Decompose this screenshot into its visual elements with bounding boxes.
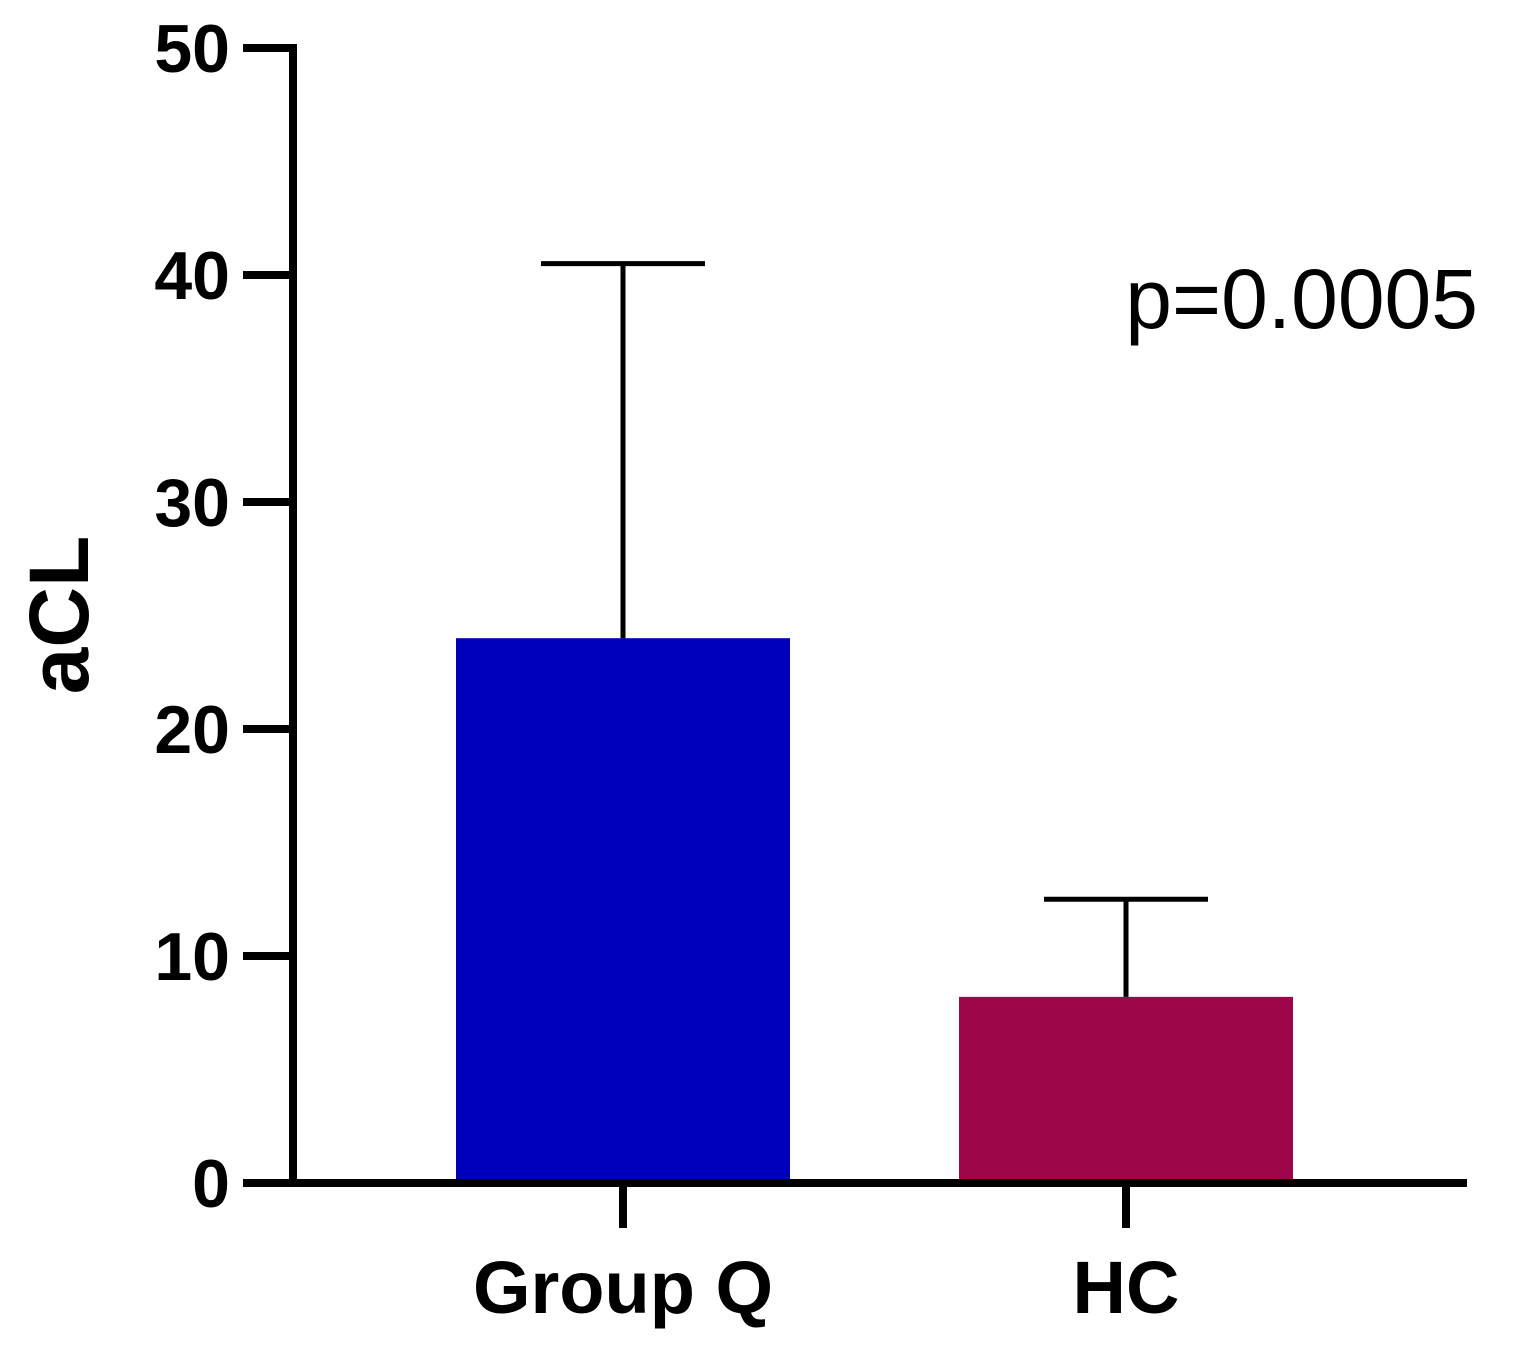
y-tick-label: 10 — [154, 919, 230, 995]
y-tick-label: 30 — [154, 465, 230, 541]
bars — [456, 638, 1293, 1183]
bar — [959, 996, 1293, 1183]
y-tick-label: 20 — [154, 692, 230, 768]
y-tick-label: 40 — [154, 238, 230, 314]
p-value-annotation: p=0.0005 — [1125, 252, 1478, 346]
y-axis-ticks: 0 10 20 30 40 50 — [154, 11, 293, 1222]
x-category-label: HC — [1073, 1246, 1180, 1329]
y-tick-label: 50 — [154, 11, 230, 87]
bar — [456, 638, 790, 1183]
x-category-label: Group Q — [473, 1246, 773, 1329]
y-axis-title: aCL — [12, 536, 106, 695]
error-bars — [541, 261, 1208, 997]
x-axis-ticks: Group Q HC — [473, 1183, 1179, 1329]
y-tick-label: 0 — [192, 1146, 230, 1222]
